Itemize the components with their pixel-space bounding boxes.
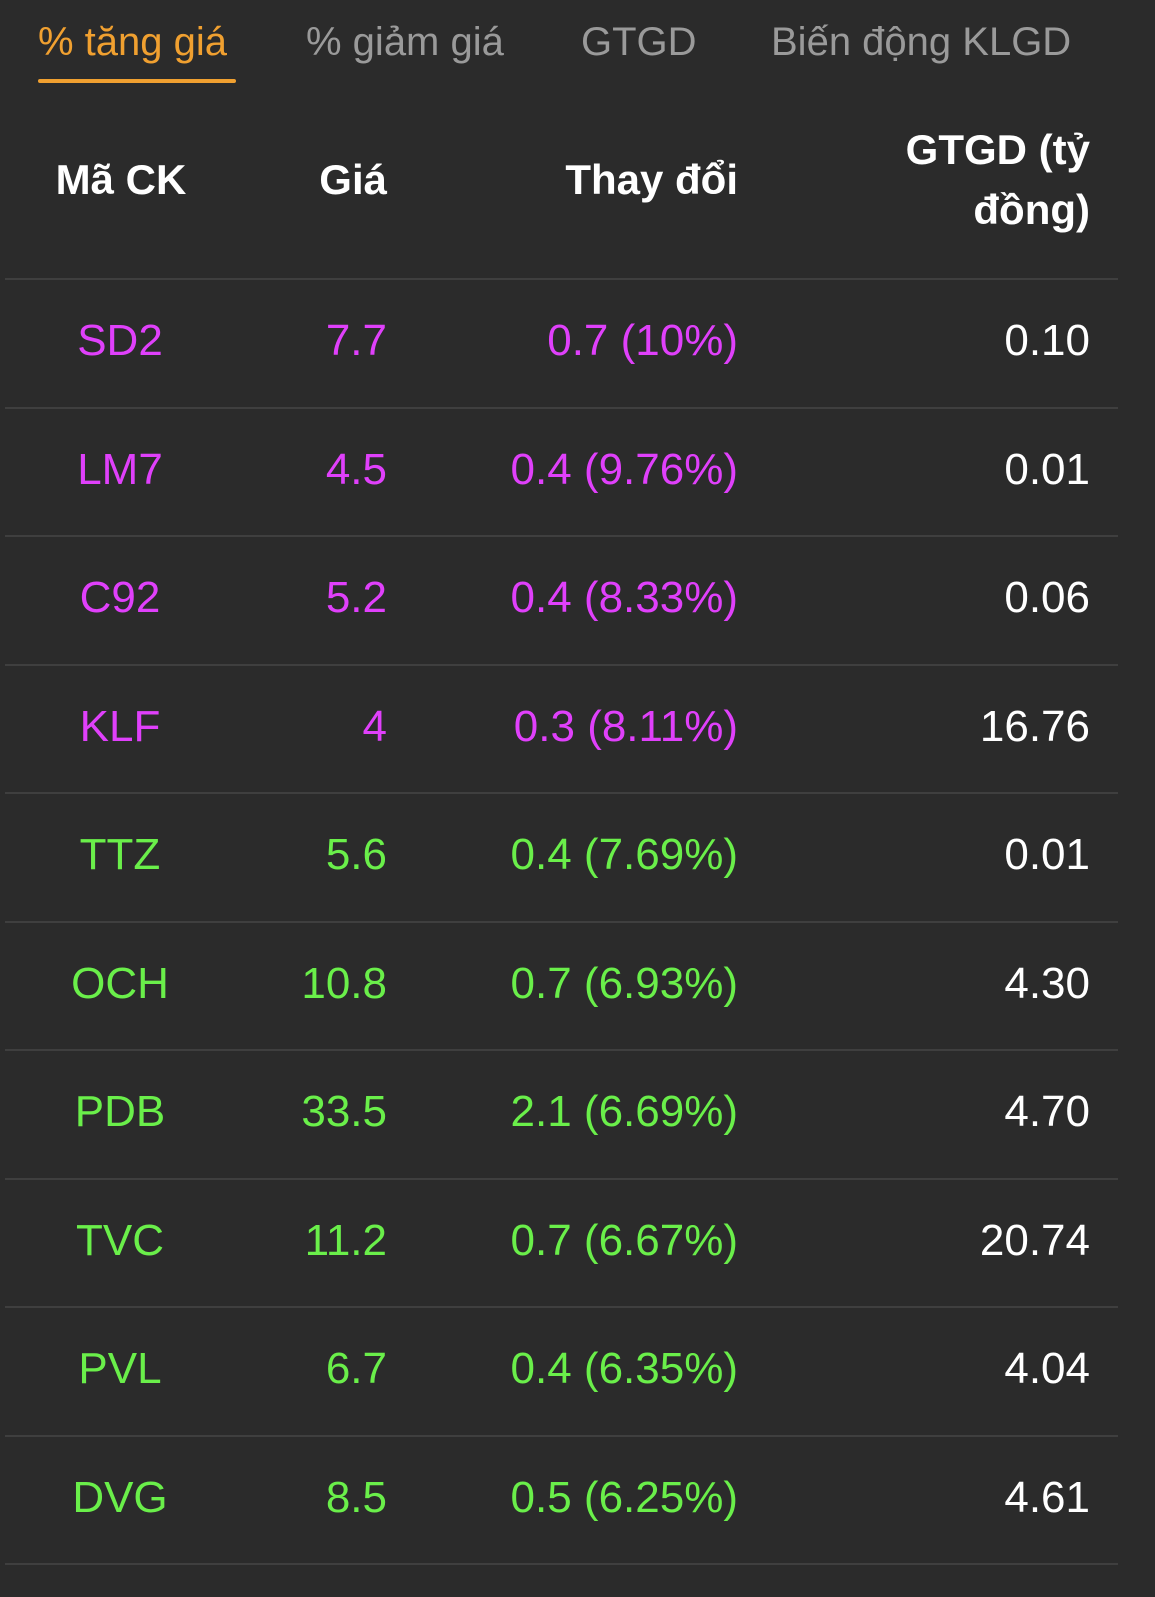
tab-price-decrease[interactable]: % giảm giá	[306, 20, 504, 64]
table-row[interactable]: KLF 4 0.3 (8.11%) 16.76	[0, 666, 1155, 794]
table-row[interactable]: TVC 11.2 0.7 (6.67%) 20.74	[0, 1180, 1155, 1308]
stock-price: 7.7	[325, 316, 387, 365]
stock-price: 8.5	[325, 1473, 387, 1522]
stock-price: 4	[362, 702, 387, 751]
row-divider	[5, 278, 1118, 280]
row-divider	[5, 407, 1118, 409]
stock-change: 0.3 (8.11%)	[513, 702, 738, 751]
row-divider	[5, 921, 1118, 923]
stock-change: 0.5 (6.25%)	[510, 1473, 738, 1522]
stock-change: 0.7 (10%)	[547, 316, 738, 365]
stock-code[interactable]: C92	[79, 573, 161, 622]
active-tab-indicator	[38, 79, 236, 83]
row-divider	[5, 535, 1118, 537]
tab-trading-value[interactable]: GTGD	[581, 20, 697, 64]
stock-change: 2.1 (6.69%)	[510, 1087, 738, 1136]
stock-trading-value: 4.30	[1004, 959, 1090, 1008]
stock-code[interactable]: SD2	[77, 316, 163, 365]
stock-change: 0.7 (6.93%)	[510, 959, 738, 1008]
stock-change: 0.4 (7.69%)	[510, 830, 738, 879]
stock-price: 5.2	[325, 573, 387, 622]
stock-code[interactable]: TVC	[76, 1216, 164, 1265]
stock-change: 0.4 (8.33%)	[510, 573, 738, 622]
table-row[interactable]: TTZ 5.6 0.4 (7.69%) 0.01	[0, 794, 1155, 922]
stock-price: 11.2	[304, 1216, 387, 1265]
stock-trading-value: 0.01	[1004, 830, 1090, 879]
stock-trading-value: 4.04	[1004, 1344, 1090, 1393]
header-price[interactable]: Giá	[319, 156, 387, 203]
row-divider	[5, 1563, 1118, 1565]
stock-trading-value: 20.74	[979, 1216, 1090, 1265]
stock-trading-value: 0.01	[1004, 445, 1090, 494]
stock-change: 0.4 (9.76%)	[510, 445, 738, 494]
stock-code[interactable]: KLF	[79, 702, 161, 751]
stock-code[interactable]: DVG	[72, 1473, 168, 1522]
table-header: Mã CK Giá Thay đổi GTGD (tỷ đồng)	[0, 110, 1155, 278]
row-divider	[5, 792, 1118, 794]
tab-bar: % tăng giá % giảm giá GTGD Biến động KLG…	[0, 0, 1155, 100]
table-row[interactable]: OCH 10.8 0.7 (6.93%) 4.30	[0, 923, 1155, 1051]
table-row[interactable]: PVL 6.7 0.4 (6.35%) 4.04	[0, 1308, 1155, 1436]
stock-trading-value: 4.70	[1004, 1087, 1090, 1136]
stock-code[interactable]: PVL	[78, 1344, 162, 1393]
stock-change: 0.4 (6.35%)	[510, 1344, 738, 1393]
stock-trading-value: 0.06	[1004, 573, 1090, 622]
stock-trading-value: 16.76	[979, 702, 1090, 751]
table-row[interactable]: C92 5.2 0.4 (8.33%) 0.06	[0, 537, 1155, 665]
row-divider	[5, 1306, 1118, 1308]
stock-price: 4.5	[325, 445, 387, 494]
row-divider	[5, 1049, 1118, 1051]
stock-code[interactable]: LM7	[77, 445, 163, 494]
row-divider	[5, 1435, 1118, 1437]
stock-code[interactable]: OCH	[71, 959, 169, 1008]
stock-change: 0.7 (6.67%)	[510, 1216, 738, 1265]
table-row[interactable]: LM7 4.5 0.4 (9.76%) 0.01	[0, 409, 1155, 537]
stock-price: 10.8	[301, 959, 387, 1008]
row-divider	[5, 664, 1118, 666]
table-row[interactable]: DVG 8.5 0.5 (6.25%) 4.61	[0, 1437, 1155, 1565]
row-divider	[5, 1178, 1118, 1180]
table-row[interactable]: PDB 33.5 2.1 (6.69%) 4.70	[0, 1051, 1155, 1179]
stock-price: 5.6	[325, 830, 387, 879]
header-trading-value[interactable]: GTGD (tỷ đồng)	[905, 126, 1090, 233]
header-code[interactable]: Mã CK	[55, 156, 187, 203]
tab-price-increase[interactable]: % tăng giá	[38, 20, 228, 64]
stock-code[interactable]: TTZ	[79, 830, 161, 879]
table-row[interactable]: SD2 7.7 0.7 (10%) 0.10	[0, 280, 1155, 408]
stock-price: 6.7	[325, 1344, 387, 1393]
stock-trading-value: 4.61	[1004, 1473, 1090, 1522]
stock-code[interactable]: PDB	[74, 1087, 166, 1136]
header-change[interactable]: Thay đổi	[565, 156, 738, 203]
stock-trading-value: 0.10	[1004, 316, 1090, 365]
tab-volume-change[interactable]: Biến động KLGD	[771, 20, 1072, 64]
stock-price: 33.5	[301, 1087, 387, 1136]
